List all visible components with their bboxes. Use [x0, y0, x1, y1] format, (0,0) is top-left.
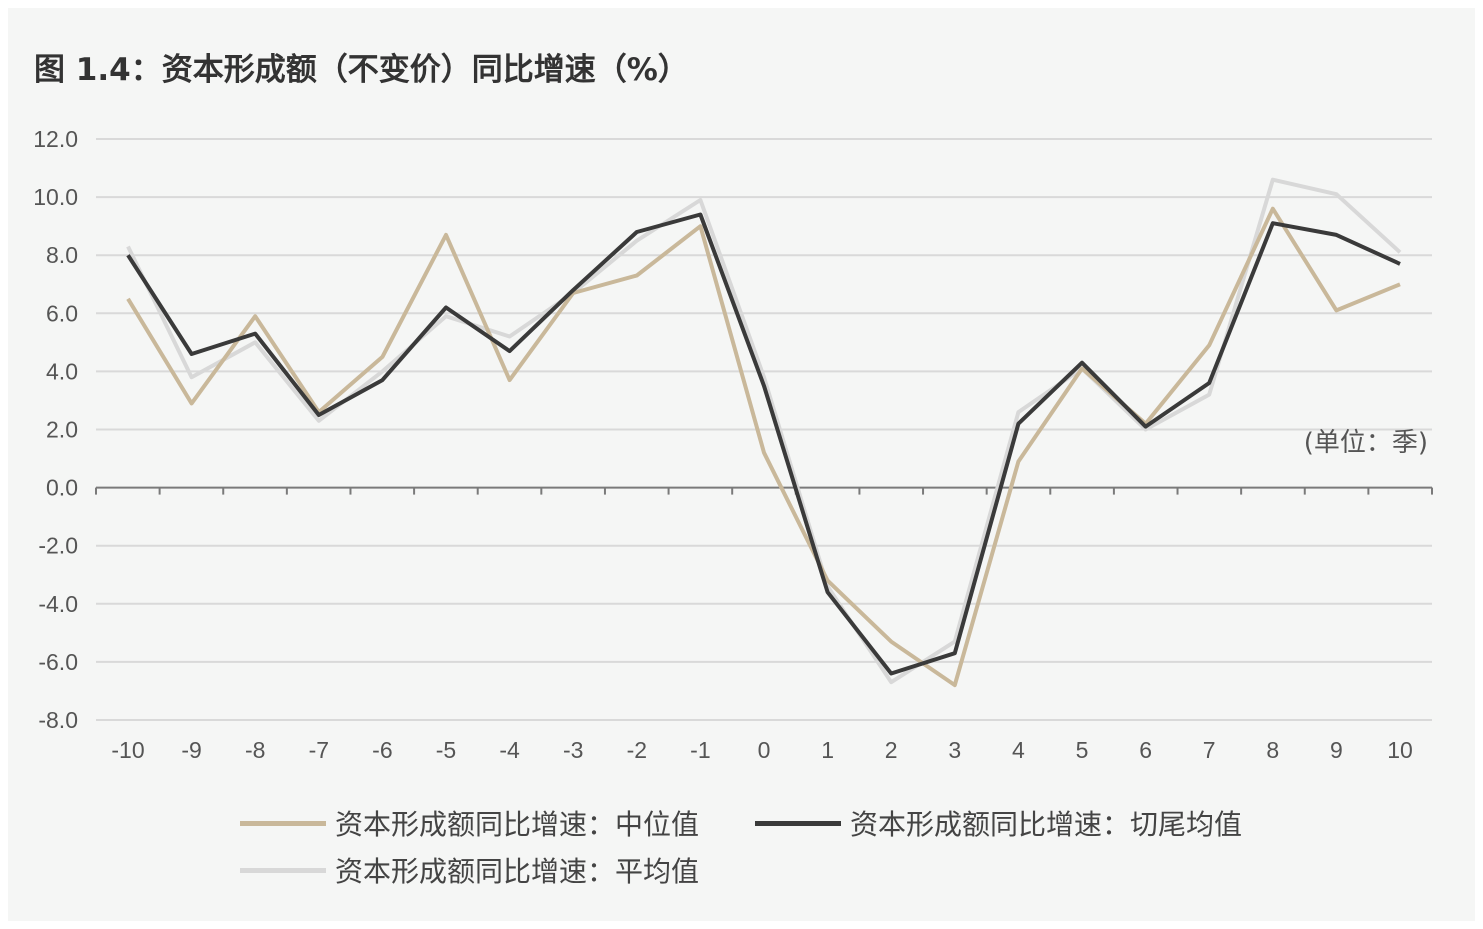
x-tick-label: 0 — [758, 737, 771, 763]
legend-swatch-trimmed-mean — [755, 820, 841, 826]
y-tick-label: 2.0 — [46, 417, 78, 443]
y-tick-label: -6.0 — [38, 649, 78, 675]
x-tick-label: -6 — [372, 737, 392, 763]
x-axis: -10 -9 -8 -7 -6 -5 -4 -3 -2 -1 0 1 2 3 4 5 6 7 8 9 10 — [95, 486, 1433, 763]
y-tick-label: 0.0 — [46, 475, 78, 501]
y-axis: 12.0 10.0 8.0 6.0 4.0 2.0 0.0 -2.0 -4.0 -6.0 -8.0 — [33, 126, 78, 733]
x-tick-label: -10 — [111, 737, 144, 763]
y-tick-label: -2.0 — [38, 533, 78, 559]
x-tick-label: 4 — [1012, 737, 1025, 763]
series-line-median — [126, 206, 1401, 688]
x-tick-label: 5 — [1076, 737, 1089, 763]
legend-item-trimmed-mean: 资本形成额同比增速：切尾均值 — [755, 803, 1242, 843]
legend-label-mean: 资本形成额同比增速：平均值 — [335, 855, 700, 888]
x-tick-label: 6 — [1139, 737, 1152, 763]
y-tick-label: -8.0 — [38, 707, 78, 733]
series-line-trimmed-mean — [126, 212, 1401, 676]
x-tick-label: -5 — [436, 737, 456, 763]
x-tick-label: -7 — [309, 737, 329, 763]
y-tick-label: -4.0 — [38, 591, 78, 617]
y-tick-label: 6.0 — [46, 300, 78, 326]
chart-title: 图 1.4：资本形成额（不变价）同比增速（%） — [34, 52, 689, 88]
x-tick-label: -1 — [690, 737, 710, 763]
x-tick-label: 1 — [821, 737, 834, 763]
y-tick-label: 4.0 — [46, 358, 78, 384]
x-tick-label: -9 — [181, 737, 201, 763]
legend-swatch-mean — [240, 867, 326, 873]
legend-item-mean: 资本形成额同比增速：平均值 — [240, 850, 699, 890]
x-tick-label: 8 — [1266, 737, 1279, 763]
x-tick-label: 7 — [1203, 737, 1216, 763]
chart-panel — [8, 8, 1475, 921]
x-tick-label: 9 — [1330, 737, 1343, 763]
x-tick-label: -2 — [627, 737, 647, 763]
y-tick-label: 12.0 — [33, 126, 78, 152]
x-tick-label: -8 — [245, 737, 265, 763]
legend-swatch-median — [240, 820, 326, 826]
grid-lines — [96, 138, 1432, 721]
legend-item-median: 资本形成额同比增速：中位值 — [240, 803, 699, 843]
series-lines — [126, 177, 1402, 688]
x-tick-label: 10 — [1387, 737, 1413, 763]
y-tick-label: 8.0 — [46, 242, 78, 268]
y-tick-label: 10.0 — [33, 184, 78, 210]
x-tick-label: 2 — [885, 737, 898, 763]
legend-label-trimmed-mean: 资本形成额同比增速：切尾均值 — [850, 808, 1243, 841]
unit-note: (单位：季) — [1304, 428, 1428, 458]
x-tick-label: 3 — [948, 737, 961, 763]
x-tick-label: -4 — [499, 737, 520, 763]
legend-label-median: 资本形成额同比增速：中位值 — [335, 808, 700, 841]
x-tick-label: -3 — [563, 737, 583, 763]
